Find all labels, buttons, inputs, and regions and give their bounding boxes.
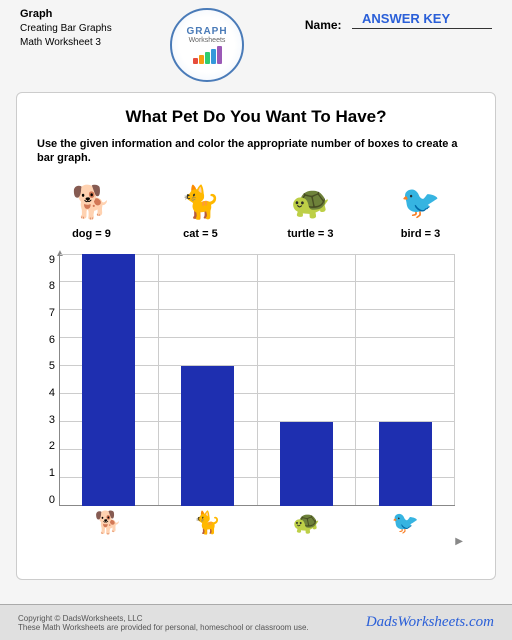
answer-key-text: ANSWER KEY <box>362 11 450 26</box>
x-icon-cat: 🐈 <box>158 510 257 536</box>
dog-icon: 🐕 <box>69 180 113 224</box>
legend-label: dog = 9 <box>69 228 113 240</box>
plot-area: ▲ ▶ 🐕🐈🐢🐦 <box>59 254 475 544</box>
y-tick-label: 2 <box>37 440 55 452</box>
logo-badge: GRAPH Worksheets <box>170 8 244 82</box>
question-title: What Pet Do You Want To Have? <box>37 107 475 127</box>
name-line: ANSWER KEY <box>352 28 492 29</box>
bar-cat <box>181 366 234 506</box>
legend-item-turtle: 🐢 turtle = 3 <box>287 180 333 240</box>
chart-bars <box>59 254 455 506</box>
x-icon-turtle: 🐢 <box>257 510 356 536</box>
footer: Copyright © DadsWorksheets, LLC These Ma… <box>0 604 512 640</box>
worksheet-topic: Creating Bar Graphs <box>20 23 160 34</box>
y-tick-label: 8 <box>37 280 55 292</box>
bird-icon: 🐦 <box>398 180 442 224</box>
legend-item-dog: 🐕 dog = 9 <box>69 180 113 240</box>
legend-label: turtle = 3 <box>287 228 333 240</box>
y-tick-label: 1 <box>37 467 55 479</box>
name-field-area: Name: ANSWER KEY <box>254 8 492 34</box>
x-icon-dog: 🐕 <box>59 510 158 536</box>
disclaimer-text: These Math Worksheets are provided for p… <box>18 623 309 632</box>
legend-label: bird = 3 <box>398 228 442 240</box>
y-tick-label: 9 <box>37 254 55 266</box>
bar-slot <box>257 254 356 506</box>
name-label: Name: <box>305 18 342 32</box>
y-tick-label: 7 <box>37 307 55 319</box>
y-tick-label: 6 <box>37 334 55 346</box>
bar-slot <box>59 254 158 506</box>
header-meta: Graph Creating Bar Graphs Math Worksheet… <box>20 8 160 48</box>
x-icon-bird: 🐦 <box>356 510 455 536</box>
y-tick-label: 3 <box>37 414 55 426</box>
legend-label: cat = 5 <box>178 228 222 240</box>
pet-legend: 🐕 dog = 9 🐈 cat = 5 🐢 turtle = 3 🐦 bird = 3 <box>37 180 475 240</box>
logo-bars-icon <box>193 46 222 64</box>
x-axis-icons: 🐕🐈🐢🐦 <box>59 510 455 536</box>
y-tick-label: 5 <box>37 360 55 372</box>
instruction-text: Use the given information and color the … <box>37 137 475 166</box>
legend-item-bird: 🐦 bird = 3 <box>398 180 442 240</box>
y-tick-label: 0 <box>37 494 55 506</box>
header: Graph Creating Bar Graphs Math Worksheet… <box>0 0 512 86</box>
bar-slot <box>158 254 257 506</box>
x-arrow-icon: ▶ <box>455 536 463 547</box>
y-axis: 9 8 7 6 5 4 3 2 1 0 <box>37 254 59 506</box>
footer-brand: DadsWorksheets.com <box>366 614 494 631</box>
worksheet-card: What Pet Do You Want To Have? Use the gi… <box>16 92 496 580</box>
footer-legal: Copyright © DadsWorksheets, LLC These Ma… <box>18 614 309 632</box>
logo-title: GRAPH <box>186 26 227 37</box>
bar-chart: 9 8 7 6 5 4 3 2 1 0 ▲ ▶ 🐕🐈🐢🐦 <box>37 254 475 544</box>
copyright-text: Copyright © DadsWorksheets, LLC <box>18 614 309 623</box>
turtle-icon: 🐢 <box>288 180 332 224</box>
cat-icon: 🐈 <box>178 180 222 224</box>
logo-subtitle: Worksheets <box>189 37 226 44</box>
bar-turtle <box>280 422 333 506</box>
bar-slot <box>356 254 455 506</box>
worksheet-category: Graph <box>20 8 160 20</box>
worksheet-number: Math Worksheet 3 <box>20 37 160 48</box>
legend-item-cat: 🐈 cat = 5 <box>178 180 222 240</box>
bar-bird <box>379 422 432 506</box>
y-tick-label: 4 <box>37 387 55 399</box>
bar-dog <box>82 254 135 506</box>
